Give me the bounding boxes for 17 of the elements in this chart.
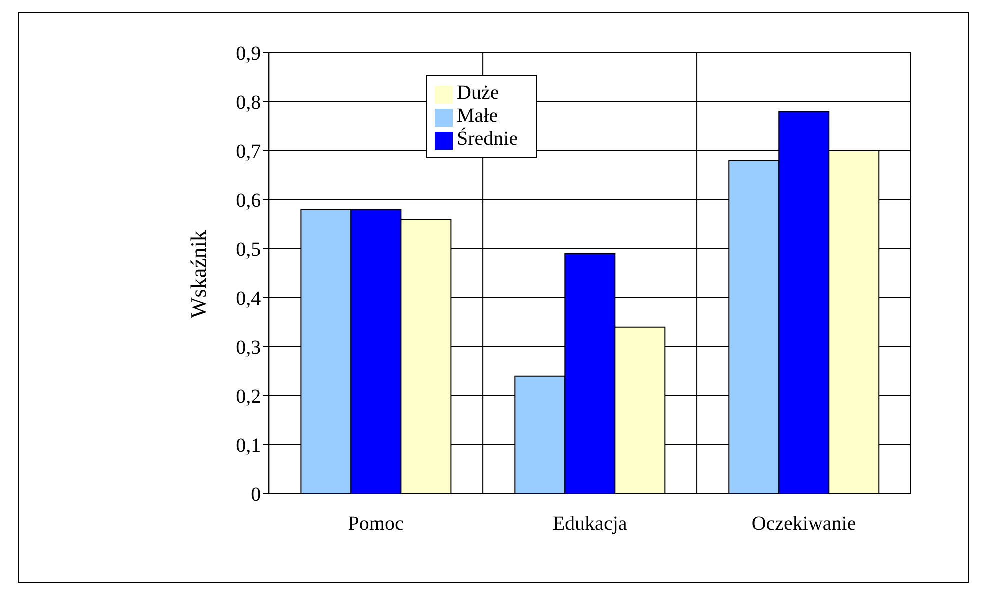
y-tick-label: 0,2	[236, 386, 262, 408]
y-axis-title: Wskaźnik	[186, 230, 211, 318]
y-tick-label: 0,7	[236, 141, 262, 164]
y-tick-label: 0,1	[236, 435, 262, 458]
y-tick-label: 0,6	[236, 190, 262, 212]
y-tick-label: 0	[251, 484, 262, 506]
legend-label: Małe	[457, 105, 498, 127]
y-tick-label: 0,9	[236, 43, 262, 66]
y-tick-label: 0,5	[236, 239, 262, 262]
y-tick-label: 0,4	[236, 288, 262, 310]
x-tick-label: Oczekiwanie	[752, 513, 856, 536]
legend-label: Duże	[457, 82, 500, 104]
x-tick-label: Pomoc	[348, 513, 404, 536]
y-tick-label: 0,3	[236, 337, 262, 360]
legend-label: Średnie	[457, 128, 518, 150]
y-tick-label: 0,8	[236, 92, 262, 114]
x-tick-label: Edukacja	[552, 513, 628, 536]
